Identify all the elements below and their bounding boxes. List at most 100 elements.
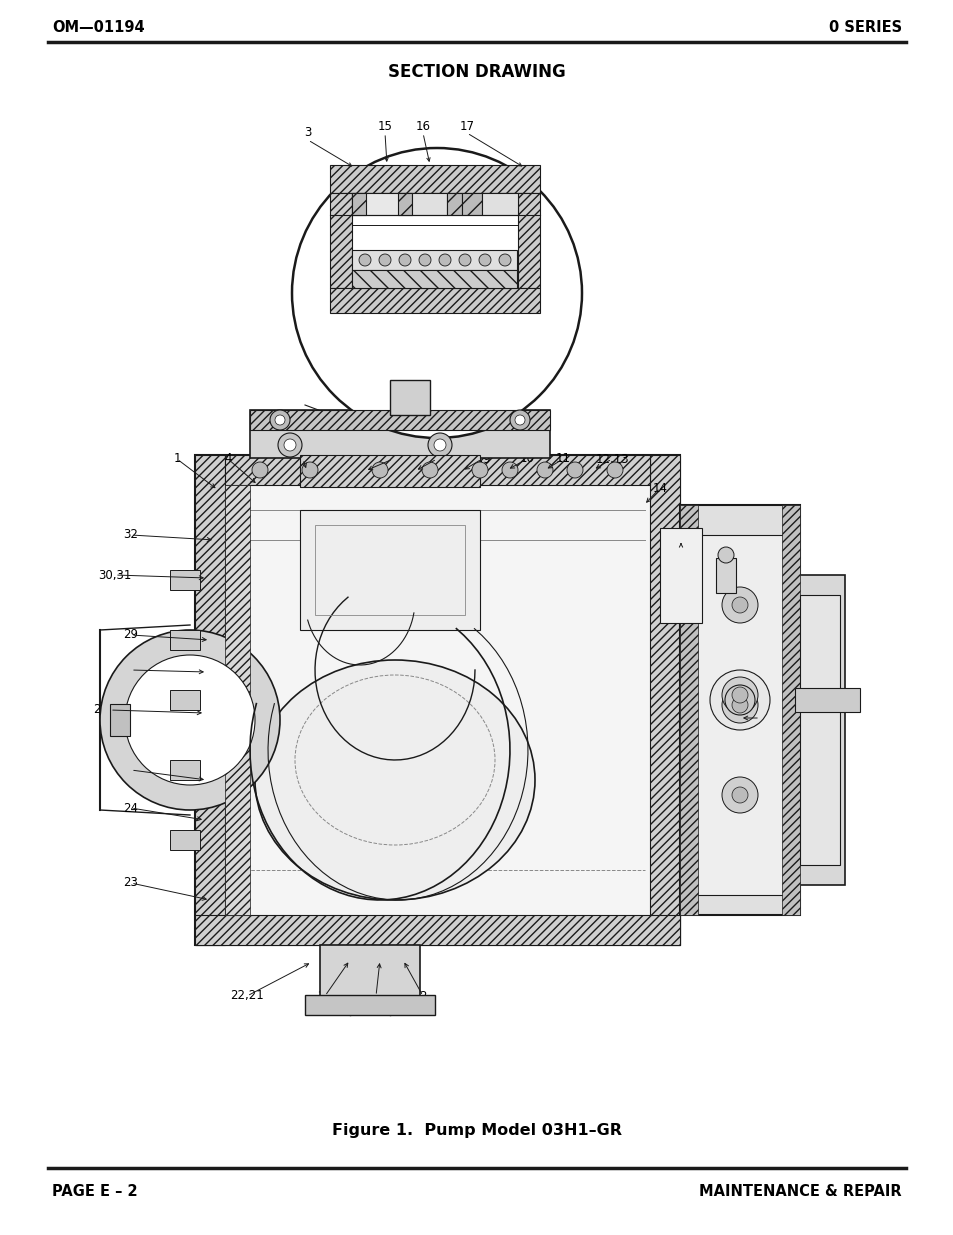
- Text: CAUTION: CAUTION: [666, 553, 694, 558]
- Text: PARTS: PARTS: [673, 568, 688, 573]
- Text: 7: 7: [433, 452, 440, 466]
- Circle shape: [302, 462, 317, 478]
- Bar: [517, 193, 539, 288]
- Circle shape: [566, 462, 582, 478]
- Bar: [225, 454, 649, 485]
- Text: 25: 25: [124, 763, 138, 777]
- Bar: [330, 193, 352, 288]
- Text: 5: 5: [299, 452, 306, 466]
- Bar: [781, 505, 800, 915]
- Bar: [352, 225, 517, 266]
- Circle shape: [125, 655, 254, 785]
- Circle shape: [718, 547, 733, 563]
- Circle shape: [438, 254, 451, 266]
- Bar: [352, 270, 517, 288]
- Text: 29: 29: [123, 629, 138, 641]
- Circle shape: [721, 687, 758, 722]
- Text: 10: 10: [519, 452, 534, 466]
- Circle shape: [478, 254, 491, 266]
- Text: 32: 32: [124, 529, 138, 541]
- Bar: [679, 505, 698, 915]
- Bar: [352, 193, 366, 215]
- Text: 6: 6: [389, 452, 396, 466]
- Text: 4: 4: [224, 452, 232, 466]
- Text: SECTION DRAWING: SECTION DRAWING: [388, 63, 565, 82]
- Circle shape: [372, 462, 388, 478]
- Bar: [352, 249, 517, 270]
- Circle shape: [721, 777, 758, 813]
- Text: 19: 19: [368, 989, 383, 1003]
- Circle shape: [510, 410, 530, 430]
- Circle shape: [428, 433, 452, 457]
- Bar: [649, 454, 679, 945]
- Bar: [299, 454, 479, 487]
- Bar: [170, 571, 200, 590]
- Text: PAGE E – 2: PAGE E – 2: [52, 1184, 137, 1199]
- Circle shape: [501, 462, 517, 478]
- Circle shape: [100, 630, 280, 810]
- Bar: [447, 193, 461, 215]
- Circle shape: [731, 787, 747, 803]
- Bar: [194, 454, 679, 945]
- Bar: [800, 595, 840, 864]
- Circle shape: [721, 587, 758, 622]
- Bar: [339, 193, 530, 211]
- Bar: [250, 410, 550, 430]
- Circle shape: [421, 462, 437, 478]
- Text: 11: 11: [555, 452, 570, 466]
- Text: 15: 15: [377, 120, 392, 132]
- Circle shape: [606, 462, 622, 478]
- Circle shape: [418, 254, 431, 266]
- Circle shape: [472, 462, 488, 478]
- Circle shape: [252, 462, 268, 478]
- Text: 3: 3: [304, 126, 312, 140]
- Bar: [330, 288, 539, 312]
- Bar: [225, 485, 250, 915]
- Bar: [314, 525, 464, 615]
- Bar: [794, 576, 844, 885]
- Bar: [716, 558, 735, 593]
- Circle shape: [434, 438, 446, 451]
- Circle shape: [731, 597, 747, 613]
- Bar: [305, 995, 435, 1015]
- Circle shape: [292, 148, 581, 438]
- Bar: [659, 529, 701, 622]
- Bar: [481, 193, 517, 215]
- Circle shape: [284, 438, 295, 451]
- Circle shape: [721, 677, 758, 713]
- Bar: [390, 380, 430, 415]
- Text: 26,27: 26,27: [93, 704, 127, 716]
- Text: 18: 18: [752, 711, 766, 725]
- Bar: [170, 690, 200, 710]
- Bar: [412, 193, 447, 215]
- Bar: [110, 704, 130, 736]
- Text: SEAL  AREA  DETAIL: SEAL AREA DETAIL: [362, 426, 497, 438]
- Bar: [461, 193, 481, 215]
- Text: 23: 23: [124, 877, 138, 889]
- Text: Figure 1.  Pump Model 03H1–GR: Figure 1. Pump Model 03H1–GR: [332, 1123, 621, 1137]
- Bar: [194, 915, 679, 945]
- Circle shape: [270, 410, 290, 430]
- Circle shape: [709, 671, 769, 730]
- Bar: [250, 410, 550, 458]
- Circle shape: [378, 254, 391, 266]
- Text: 1: 1: [173, 452, 180, 466]
- Circle shape: [515, 415, 524, 425]
- Bar: [170, 830, 200, 850]
- Circle shape: [731, 687, 747, 703]
- Circle shape: [277, 433, 302, 457]
- Text: OM—01194: OM—01194: [52, 21, 145, 36]
- Text: 16: 16: [416, 120, 430, 132]
- Bar: [397, 193, 412, 215]
- Text: 12,13: 12,13: [595, 452, 628, 466]
- Bar: [170, 760, 200, 781]
- Text: 20: 20: [317, 989, 332, 1003]
- Bar: [299, 510, 479, 630]
- Bar: [689, 535, 789, 895]
- Circle shape: [537, 462, 553, 478]
- Bar: [679, 505, 800, 915]
- Bar: [194, 454, 225, 945]
- Circle shape: [274, 415, 285, 425]
- Circle shape: [398, 254, 411, 266]
- Text: 22,21: 22,21: [230, 989, 264, 1003]
